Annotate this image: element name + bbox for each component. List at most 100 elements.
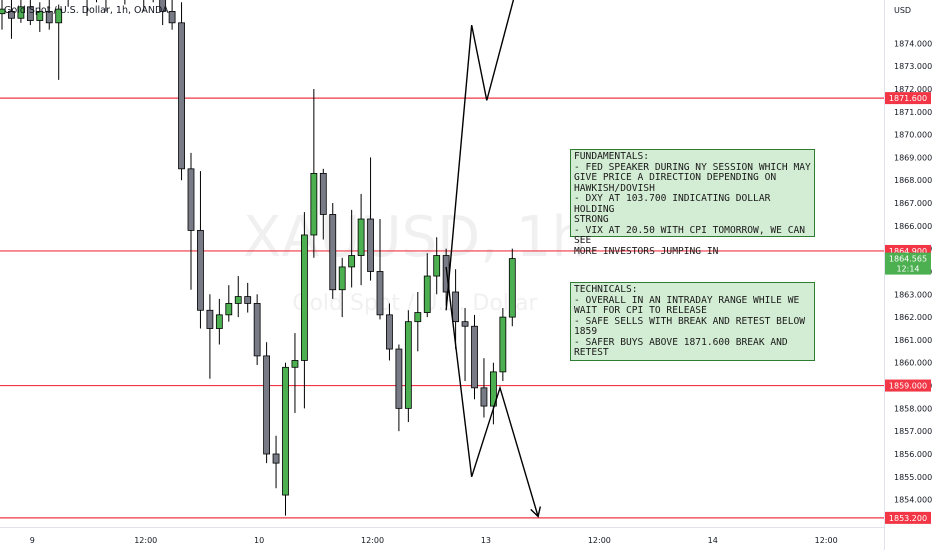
candle — [300, 212, 308, 409]
candle-body — [244, 296, 252, 304]
technicals-note[interactable]: TECHNICALS: - OVERALL IN AN INTRADAY RANG… — [570, 282, 815, 361]
candle-body — [36, 11, 44, 21]
time-tick-label: 12:00 — [134, 536, 157, 545]
price-tick-label: 1857.000 — [894, 427, 932, 436]
price-tick-label: 1870.000 — [894, 131, 932, 140]
candle — [8, 0, 15, 39]
candle — [45, 0, 53, 30]
candle — [480, 358, 488, 418]
candle — [310, 88, 318, 258]
candle — [36, 2, 44, 32]
candle — [168, 0, 176, 30]
symbol-title[interactable]: Gold Spot / U.S. Dollar, 1h, OANDA — [4, 5, 169, 16]
level-badge — [885, 379, 931, 392]
candle — [26, 0, 34, 26]
candle-body — [319, 172, 327, 215]
candle-body — [310, 172, 318, 236]
candle-body — [253, 303, 261, 357]
price-tick-label: 1871.000 — [894, 108, 932, 117]
candle — [404, 310, 412, 423]
candle-body — [348, 255, 356, 268]
level-badge — [885, 511, 931, 524]
candle-body — [300, 234, 308, 361]
level-badge-label: 1853.200 — [889, 514, 927, 523]
price-tick-label: 1858.000 — [894, 404, 932, 413]
technicals-note-line: TECHNICALS: — [574, 284, 638, 295]
candle-body — [159, 0, 167, 12]
price-tick-label: 1868.000 — [894, 176, 932, 185]
candle — [197, 171, 204, 329]
time-tick-label: 12:00 — [588, 536, 611, 545]
candle-body — [357, 218, 365, 256]
candle — [329, 203, 337, 299]
price-tick-label: 1854.000 — [894, 496, 932, 505]
candle-body — [234, 296, 242, 304]
candle-body — [282, 366, 289, 496]
level-badge-label: 1871.600 — [889, 94, 927, 103]
candle-body — [471, 325, 478, 389]
watermark-name: Gold Spot / U.S. Dollar — [292, 291, 538, 316]
currency-label: USD — [894, 6, 911, 15]
price-tick-label: 1861.000 — [894, 336, 932, 345]
current-price-badge — [885, 252, 931, 275]
price-tick-label: 1869.000 — [894, 153, 932, 162]
candle-body — [329, 214, 337, 291]
technicals-note-line: 1859 — [574, 326, 598, 337]
price-tick-label: 1856.000 — [894, 450, 932, 459]
candle-body — [187, 168, 195, 231]
candle-body — [8, 11, 15, 19]
technicals-note-line: RETEST — [574, 347, 609, 358]
candle-body — [263, 355, 271, 455]
price-tick-label: 1873.000 — [894, 62, 932, 71]
projection-arrows — [445, 0, 542, 518]
price-tick-label: 1863.000 — [894, 290, 932, 299]
level-badge-label: 1859.000 — [889, 382, 927, 391]
candle-body — [489, 371, 497, 407]
fundamentals-note-line: - DXY AT 103.700 INDICATING DOLLAR HOLDI… — [574, 193, 777, 215]
candle — [187, 152, 195, 290]
candle — [55, 4, 63, 80]
price-tick-label: 1872.000 — [894, 85, 932, 94]
level-badge — [885, 92, 931, 105]
candle — [338, 257, 346, 318]
price-tick-label: 1855.000 — [894, 473, 932, 482]
candle — [0, 0, 6, 30]
candle — [367, 157, 374, 281]
technicals-note-line: - SAFE SELLS WITH BREAK AND RETEST BELOW — [574, 315, 806, 327]
technicals-note-line: WAIT FOR CPI TO RELEASE — [574, 305, 707, 316]
time-tick-label: 13 — [481, 536, 491, 545]
candle-body — [338, 266, 346, 291]
candle-body — [206, 309, 214, 329]
price-tick-label: 1866.000 — [894, 222, 932, 231]
candle-body — [452, 291, 460, 323]
time-tick-label: 12:00 — [815, 536, 838, 545]
candle — [376, 219, 384, 320]
candle — [105, 0, 107, 12]
candle — [143, 0, 145, 12]
candle-body — [45, 11, 53, 24]
bar-countdown-label: 12:14 — [896, 265, 919, 274]
candle-body — [414, 312, 422, 323]
price-tick-label: 1874.000 — [894, 39, 932, 48]
candle — [263, 342, 271, 464]
candle-body — [423, 275, 431, 313]
time-tick-label: 12:00 — [361, 536, 384, 545]
technicals-note-line: - SAFER BUYS ABOVE 1871.600 BREAK AND — [574, 336, 788, 348]
fundamentals-note[interactable]: FUNDAMENTALS: - FED SPEAKER DURING NY SES… — [570, 149, 815, 256]
price-tick-label: 1862.000 — [894, 313, 932, 322]
price-tick-label: 1860.000 — [894, 359, 932, 368]
projection-arrow — [445, 0, 515, 311]
candle-body — [168, 11, 176, 24]
candle-body — [272, 453, 280, 464]
candle — [282, 362, 289, 516]
candle — [159, 0, 167, 26]
candle — [17, 0, 25, 23]
candle-body — [225, 303, 233, 316]
candle-body — [0, 8, 6, 15]
level-lines — [0, 97, 884, 519]
candle — [225, 285, 233, 322]
projection-arrow — [445, 266, 542, 518]
candle — [471, 314, 478, 400]
